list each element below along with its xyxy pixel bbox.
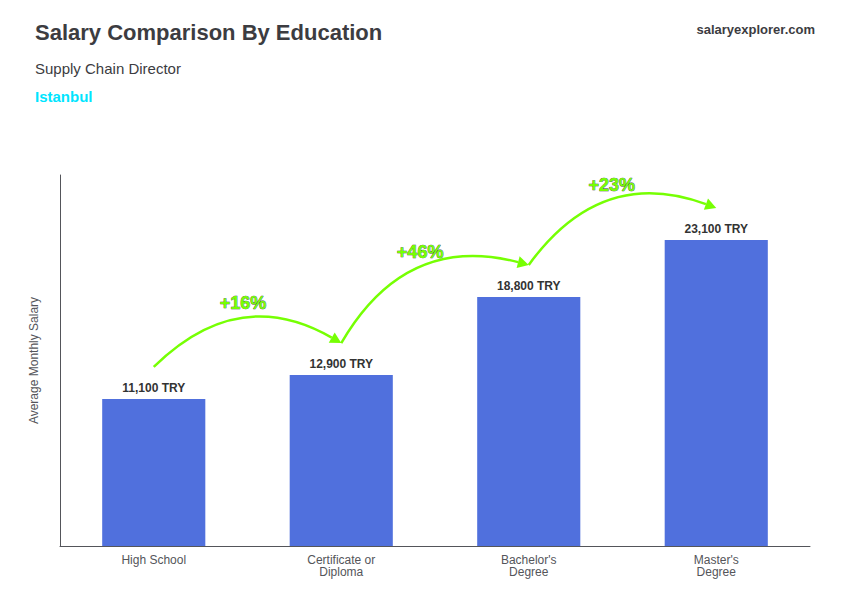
svg-text:+16%: +16% bbox=[220, 293, 267, 313]
svg-text:Istanbul: Istanbul bbox=[35, 88, 93, 105]
svg-text:Diploma: Diploma bbox=[319, 565, 363, 579]
svg-text:Salary Comparison By Education: Salary Comparison By Education bbox=[35, 20, 382, 45]
svg-text:11,100 TRY: 11,100 TRY bbox=[122, 381, 185, 395]
svg-text:Master's: Master's bbox=[693, 553, 739, 567]
svg-text:Certificate or: Certificate or bbox=[307, 553, 376, 567]
svg-text:Average Monthly Salary: Average Monthly Salary bbox=[27, 297, 41, 424]
svg-text:12,900 TRY: 12,900 TRY bbox=[309, 357, 373, 371]
svg-text:23,100 TRY: 23,100 TRY bbox=[684, 222, 748, 236]
svg-text:Bachelor's: Bachelor's bbox=[500, 553, 557, 567]
svg-text:salaryexplorer.com: salaryexplorer.com bbox=[696, 22, 815, 37]
svg-text:18,800 TRY: 18,800 TRY bbox=[497, 279, 561, 293]
svg-text:Degree: Degree bbox=[509, 565, 549, 579]
svg-text:+23%: +23% bbox=[588, 175, 635, 195]
svg-text:Supply Chain Director: Supply Chain Director bbox=[35, 60, 181, 77]
svg-text:High School: High School bbox=[121, 553, 186, 567]
svg-text:Degree: Degree bbox=[697, 565, 737, 579]
svg-text:+46%: +46% bbox=[397, 242, 444, 262]
